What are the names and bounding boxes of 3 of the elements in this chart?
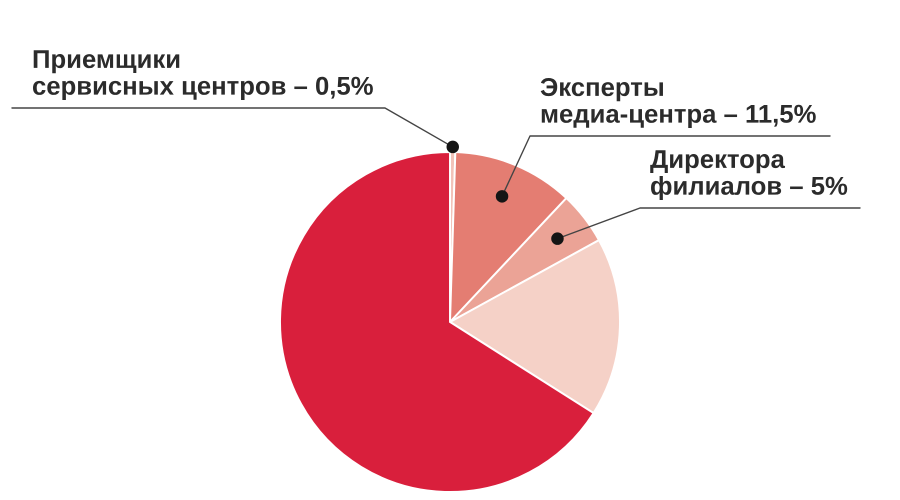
slice-label: Эксперты медиа-центра – 11,5% — [540, 78, 816, 128]
slice-label: Приемщики сервисных центров – 0,5% — [33, 50, 373, 100]
slice-label: Директора филиалов – 5% — [650, 150, 848, 200]
